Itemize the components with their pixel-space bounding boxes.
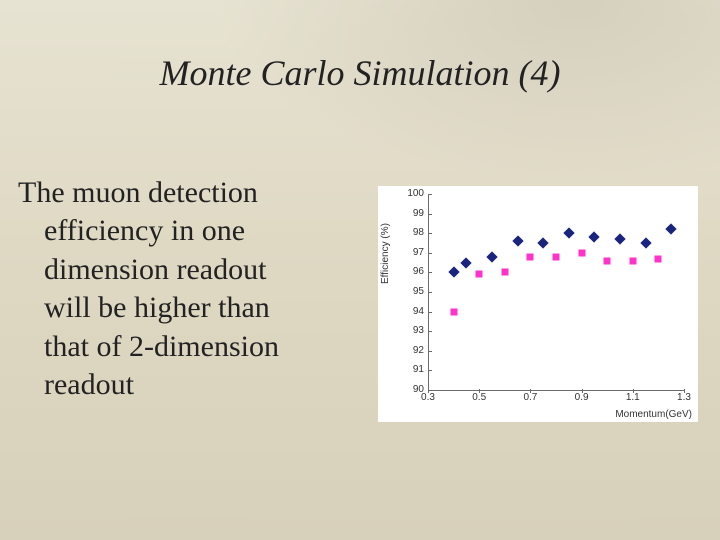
data-point-two-dimension bbox=[553, 253, 560, 260]
y-tick-mark bbox=[428, 194, 432, 195]
y-tick-mark bbox=[428, 312, 432, 313]
body-paragraph: The muon detection efficiency in one dim… bbox=[18, 174, 368, 404]
x-tick-mark bbox=[633, 389, 634, 393]
y-tick-label: 92 bbox=[394, 345, 424, 356]
y-tick-mark bbox=[428, 253, 432, 254]
body-line-6: readout bbox=[18, 366, 368, 404]
y-tick-label: 98 bbox=[394, 227, 424, 238]
body-line-3: dimension readout bbox=[18, 251, 368, 289]
x-tick-mark bbox=[684, 389, 685, 393]
page-title: Monte Carlo Simulation (4) bbox=[0, 52, 720, 94]
body-line-4: will be higher than bbox=[18, 289, 368, 327]
x-tick-mark bbox=[582, 389, 583, 393]
x-tick-label: 0.7 bbox=[523, 392, 537, 403]
data-point-two-dimension bbox=[476, 271, 483, 278]
x-tick-mark bbox=[428, 389, 429, 393]
y-tick-label: 94 bbox=[394, 306, 424, 317]
efficiency-chart: Efficiency (%) Momentum(GeV) 90 91 92 93 94 9… bbox=[378, 186, 698, 422]
plot-area bbox=[428, 194, 685, 391]
x-axis-label: Momentum(GeV) bbox=[615, 409, 692, 420]
y-tick-label: 93 bbox=[394, 325, 424, 336]
data-point-two-dimension bbox=[527, 253, 534, 260]
y-tick-label: 97 bbox=[394, 247, 424, 258]
x-tick-label: 1.1 bbox=[626, 392, 640, 403]
y-tick-mark bbox=[428, 331, 432, 332]
y-tick-mark bbox=[428, 214, 432, 215]
y-tick-mark bbox=[428, 351, 432, 352]
y-tick-label: 99 bbox=[394, 208, 424, 219]
y-tick-label: 95 bbox=[394, 286, 424, 297]
y-tick-mark bbox=[428, 292, 432, 293]
data-point-two-dimension bbox=[655, 255, 662, 262]
x-tick-mark bbox=[530, 389, 531, 393]
body-line-2: efficiency in one bbox=[18, 212, 368, 250]
x-tick-mark bbox=[479, 389, 480, 393]
y-tick-label: 100 bbox=[394, 188, 424, 199]
y-axis-label: Efficiency (%) bbox=[380, 272, 391, 284]
y-tick-label: 91 bbox=[394, 364, 424, 375]
x-tick-label: 0.9 bbox=[575, 392, 589, 403]
x-tick-label: 0.3 bbox=[421, 392, 435, 403]
y-tick-label: 96 bbox=[394, 266, 424, 277]
data-point-two-dimension bbox=[604, 257, 611, 264]
data-point-two-dimension bbox=[501, 269, 508, 276]
y-tick-mark bbox=[428, 272, 432, 273]
data-point-two-dimension bbox=[578, 249, 585, 256]
y-tick-mark bbox=[428, 370, 432, 371]
body-line-5: that of 2-dimension bbox=[18, 328, 368, 366]
y-tick-label: 90 bbox=[394, 384, 424, 395]
x-tick-label: 1.3 bbox=[677, 392, 691, 403]
data-point-two-dimension bbox=[450, 308, 457, 315]
x-tick-label: 0.5 bbox=[472, 392, 486, 403]
y-tick-mark bbox=[428, 233, 432, 234]
data-point-two-dimension bbox=[629, 257, 636, 264]
body-line-1: The muon detection bbox=[18, 174, 368, 212]
